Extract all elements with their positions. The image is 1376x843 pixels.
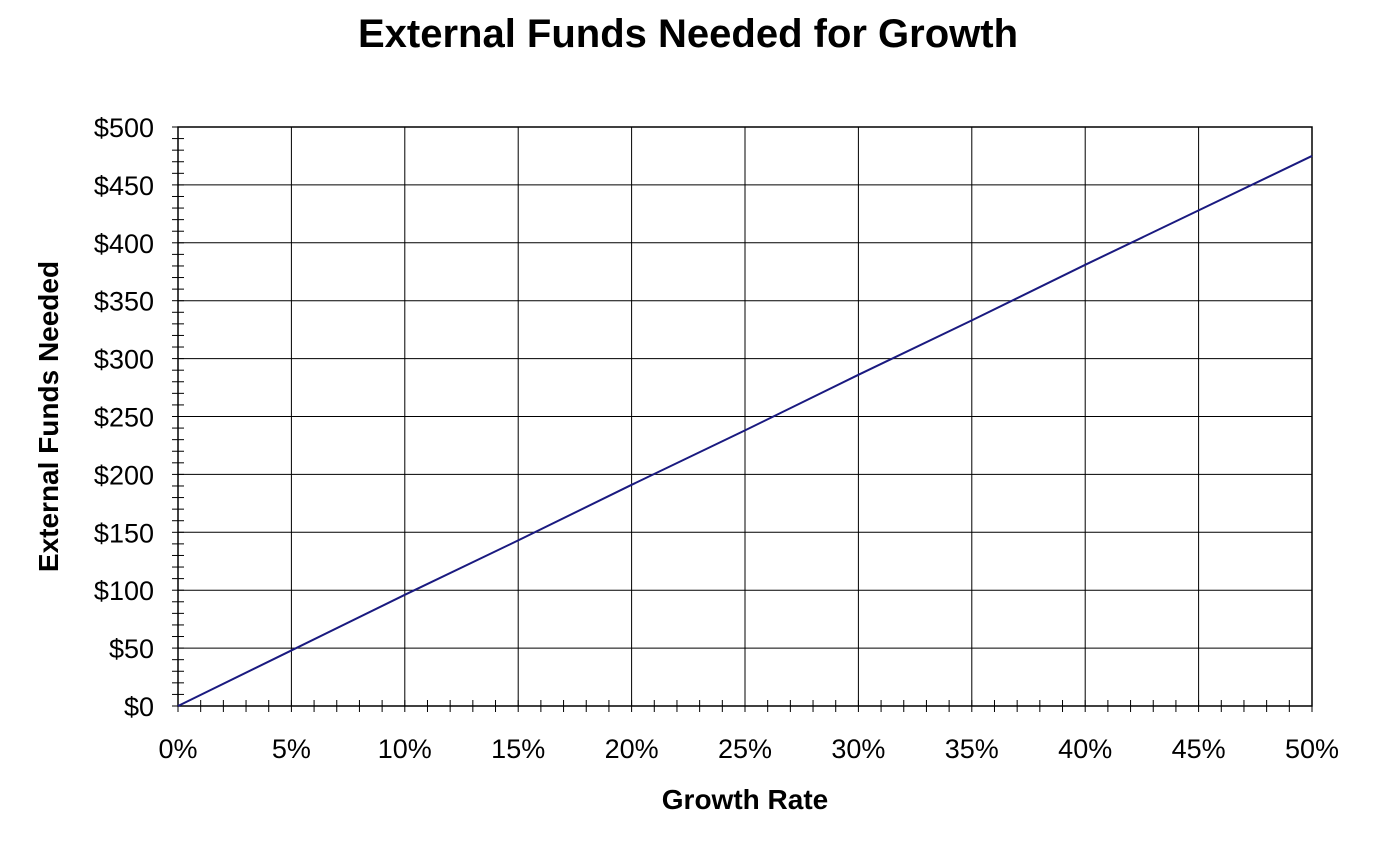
x-tick-label: 35% — [945, 734, 999, 764]
y-tick-label: $450 — [94, 171, 154, 201]
x-axis-title: Growth Rate — [662, 784, 828, 815]
y-tick-label: $350 — [94, 287, 154, 317]
x-tick-label: 10% — [378, 734, 432, 764]
x-tick-label: 45% — [1172, 734, 1226, 764]
y-tick-label: $400 — [94, 229, 154, 259]
chart-title: External Funds Needed for Growth — [357, 12, 1019, 56]
y-tick-label: $200 — [94, 460, 154, 490]
x-tick-label: 5% — [272, 734, 311, 764]
x-tick-label: 15% — [491, 734, 545, 764]
x-tick-label: 50% — [1285, 734, 1339, 764]
plot-frame — [177, 126, 1313, 707]
x-tick-label: 0% — [158, 734, 197, 764]
y-tick-labels: $0 $50 $100 $150 $200 $250 $300 $350 $400 $450 $50… — [94, 113, 154, 722]
y-tick-label: $100 — [94, 576, 154, 606]
x-tick-labels: 0% 5% 10% 15% 20% 25% 30% 35% 40% 45% 50% — [158, 734, 1339, 764]
x-tick-label: 30% — [831, 734, 885, 764]
x-tick-label: 40% — [1058, 734, 1112, 764]
y-tick-label: $500 — [94, 113, 154, 143]
y-tick-label: $300 — [94, 345, 154, 375]
series-layer — [177, 155, 1313, 707]
series-line-0 — [177, 155, 1313, 707]
y-tick-label: $250 — [94, 403, 154, 433]
x-tick-label: 20% — [605, 734, 659, 764]
y-tick-label: $0 — [124, 692, 154, 722]
y-tick-label: $150 — [94, 518, 154, 548]
grid — [177, 126, 1313, 707]
y-axis-title: External Funds Needed — [33, 261, 64, 572]
y-tick-label: $50 — [109, 634, 154, 664]
x-tick-label: 25% — [718, 734, 772, 764]
